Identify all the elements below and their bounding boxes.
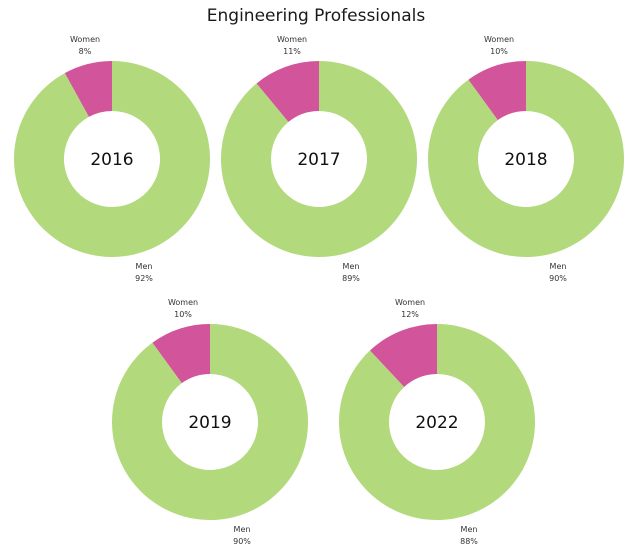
year-label-2018: 2018 bbox=[504, 150, 547, 170]
donut-chart-2016: 2016 Women 8% Men 92% bbox=[13, 35, 211, 283]
donut-chart-2018: 2018 Women 10% Men 90% bbox=[427, 35, 624, 283]
men-value-2018: 90% bbox=[549, 274, 567, 283]
year-label-2022: 2022 bbox=[415, 413, 458, 433]
women-value-2022: 12% bbox=[401, 310, 419, 319]
slice-women-2016 bbox=[64, 61, 112, 117]
slice-men-2019 bbox=[111, 324, 309, 520]
slice-women-2017 bbox=[256, 61, 319, 123]
slice-women-2018 bbox=[468, 61, 526, 121]
slice-men-2016 bbox=[13, 61, 211, 257]
slice-men-2018 bbox=[427, 61, 624, 257]
men-label-2016: Men bbox=[136, 262, 153, 271]
women-label-2018: Women bbox=[484, 35, 514, 44]
year-label-2017: 2017 bbox=[297, 150, 340, 170]
slice-men-2022 bbox=[339, 324, 535, 520]
slice-women-2022 bbox=[369, 324, 437, 388]
slice-men-2017 bbox=[221, 61, 417, 258]
women-label-2019: Women bbox=[168, 298, 198, 307]
women-value-2016: 8% bbox=[79, 47, 92, 56]
women-value-2017: 11% bbox=[283, 47, 301, 56]
men-label-2022: Men bbox=[461, 525, 478, 534]
men-label-2017: Men bbox=[343, 262, 360, 271]
donut-chart-2017: 2017 Women 11% Men 89% bbox=[221, 35, 417, 283]
men-value-2022: 88% bbox=[460, 537, 478, 546]
slice-women-2019 bbox=[152, 324, 210, 384]
women-label-2022: Women bbox=[395, 298, 425, 307]
men-value-2017: 89% bbox=[342, 274, 360, 283]
men-value-2016: 92% bbox=[135, 274, 153, 283]
donut-charts: 2016 Women 8% Men 92% 2017 Women 11% Men 89% 2018 W… bbox=[13, 35, 624, 546]
year-label-2019: 2019 bbox=[188, 413, 231, 433]
men-label-2018: Men bbox=[550, 262, 567, 271]
men-label-2019: Men bbox=[234, 525, 251, 534]
women-label-2017: Women bbox=[277, 35, 307, 44]
donut-chart-2019: 2019 Women 10% Men 90% bbox=[111, 298, 309, 546]
women-label-2016: Women bbox=[70, 35, 100, 44]
men-value-2019: 90% bbox=[233, 537, 251, 546]
women-value-2018: 10% bbox=[490, 47, 508, 56]
donut-chart-2022: 2022 Women 12% Men 88% bbox=[339, 298, 535, 546]
chart-title: Engineering Professionals bbox=[207, 6, 426, 26]
women-value-2019: 10% bbox=[174, 310, 192, 319]
year-label-2016: 2016 bbox=[90, 150, 133, 170]
